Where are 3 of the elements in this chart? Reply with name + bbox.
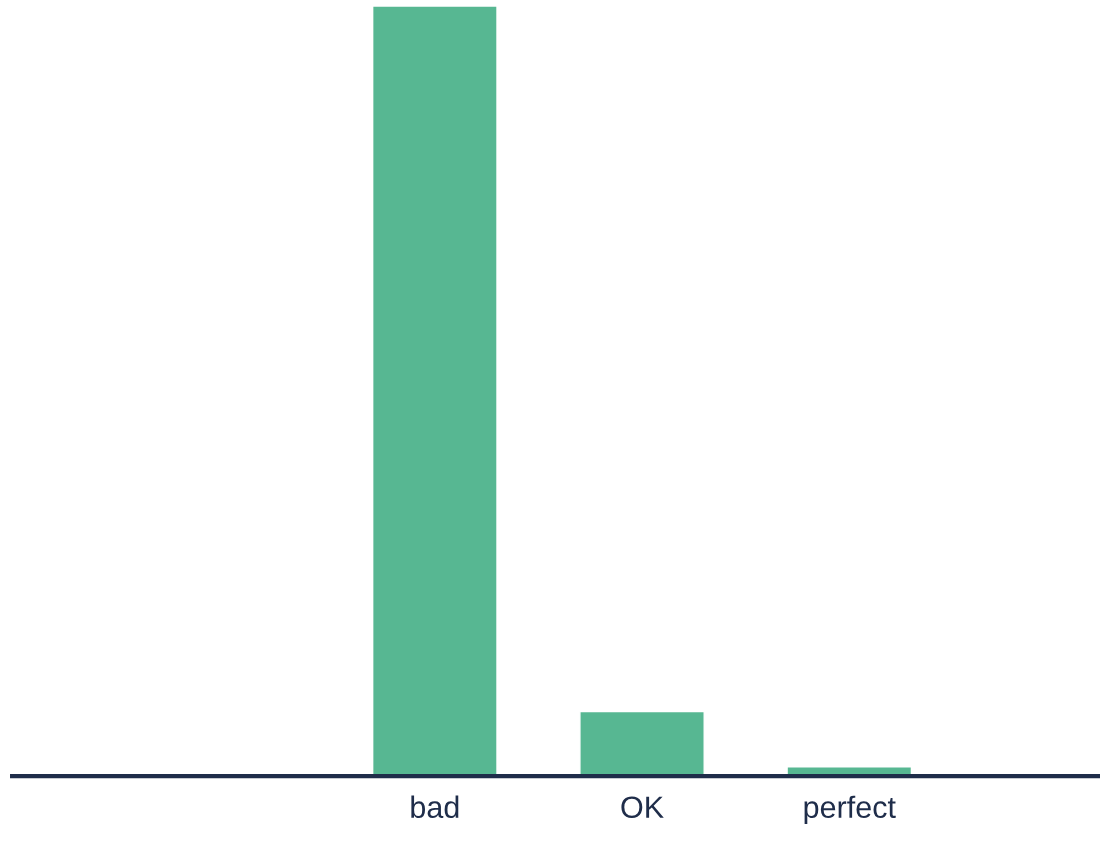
x-tick-label: OK <box>621 796 664 819</box>
x-tick-label: perfect <box>804 795 896 825</box>
x-tick-label: bad <box>411 795 459 819</box>
